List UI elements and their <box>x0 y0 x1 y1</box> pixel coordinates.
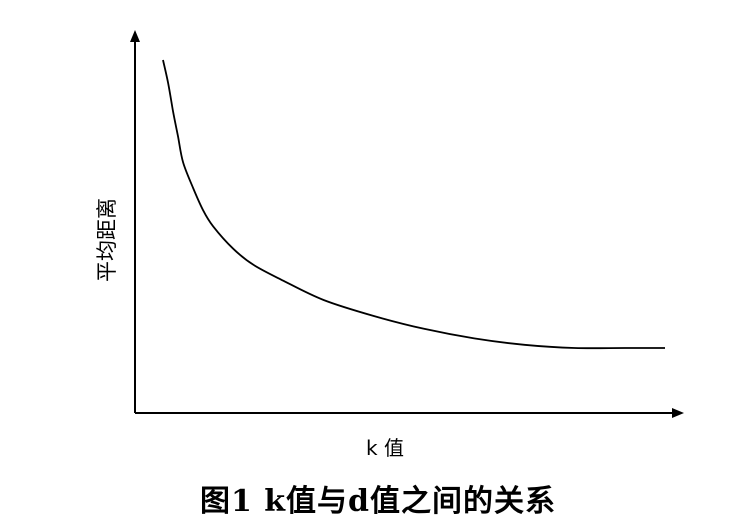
y-axis-label: 平均距离 <box>95 198 119 282</box>
series-line <box>162 59 665 350</box>
x-axis-label: k 值 <box>366 436 404 460</box>
x-axis-arrow <box>672 408 684 418</box>
figure-caption: 图1 k值与d值之间的关系 <box>199 484 557 519</box>
y-axis-arrow <box>130 30 140 42</box>
